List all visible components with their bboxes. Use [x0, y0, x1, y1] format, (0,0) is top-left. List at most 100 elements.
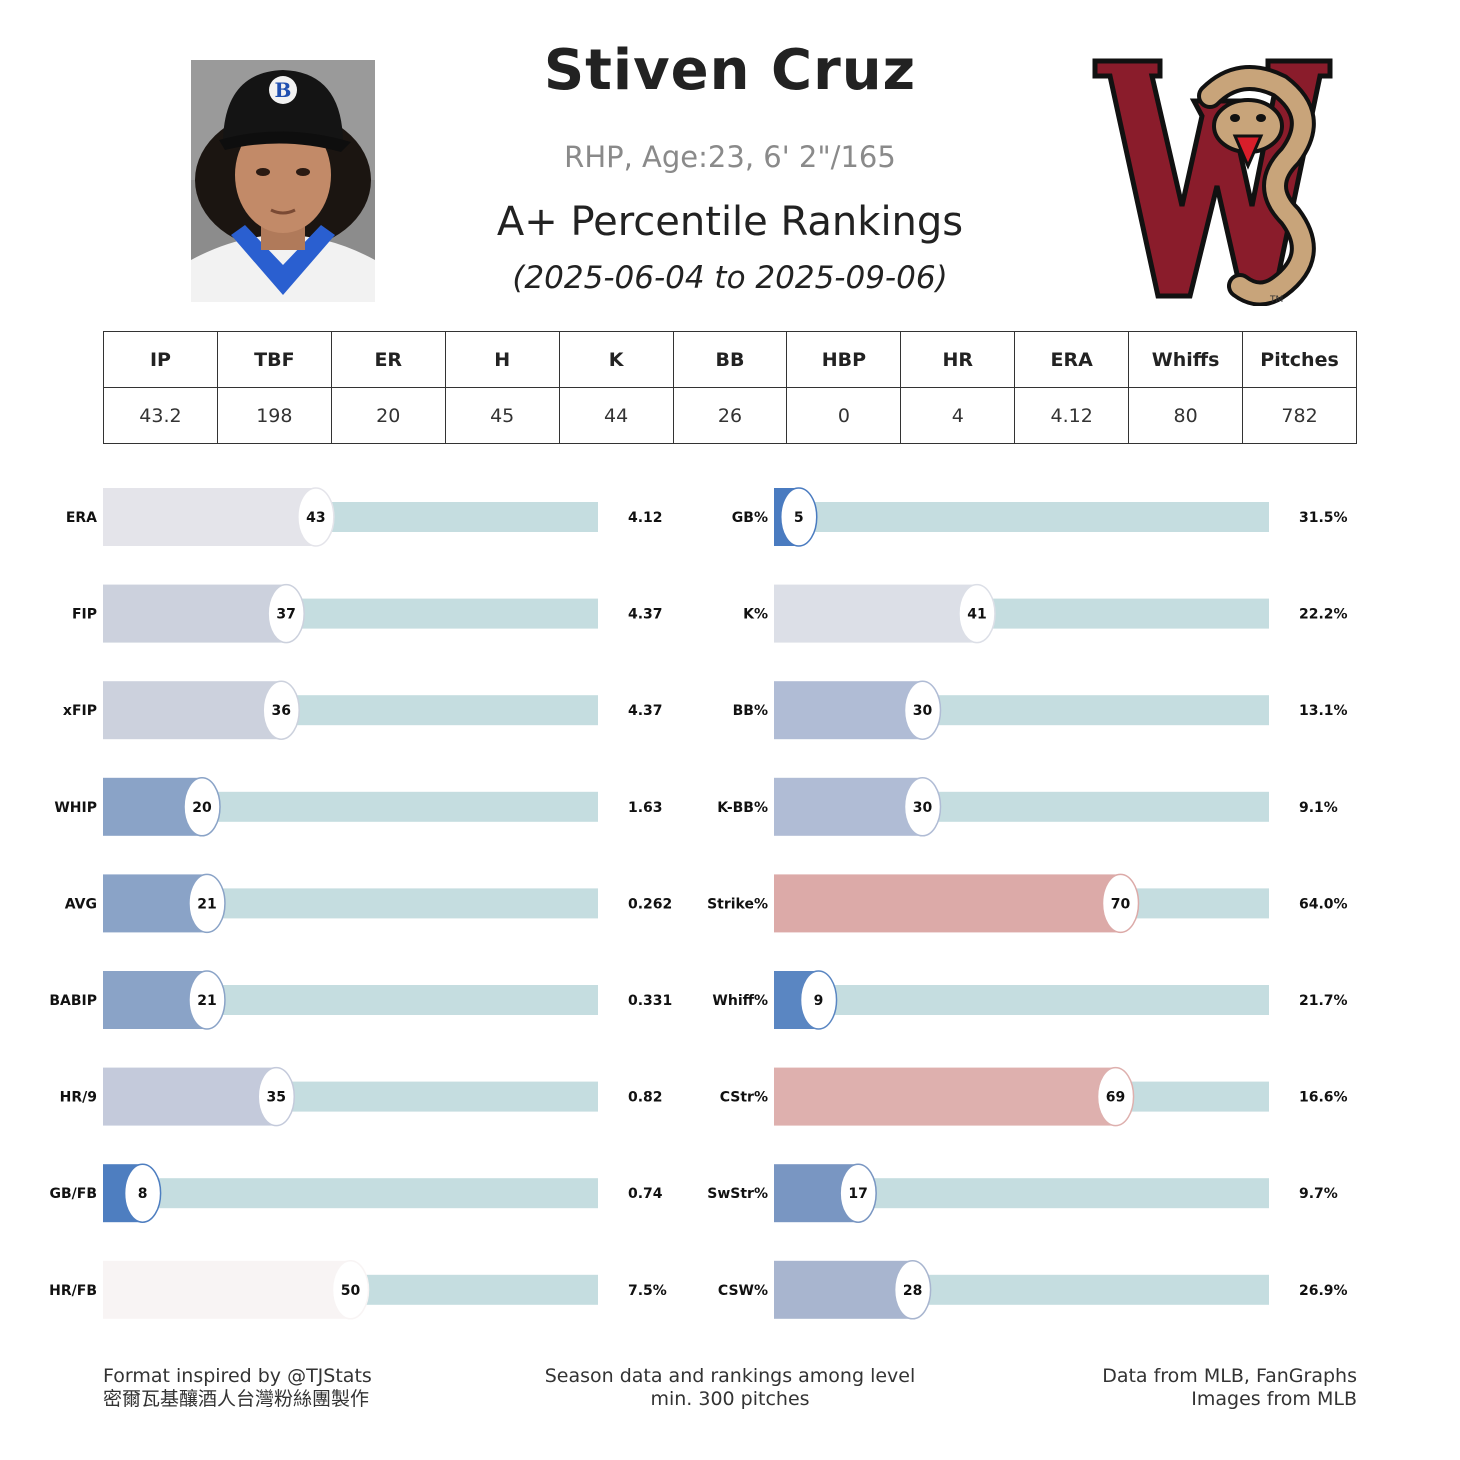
percentile-row: 41 K% 22.2%: [743, 583, 1348, 644]
footer-min-pitches: min. 300 pitches: [650, 1388, 810, 1410]
percentile-value-label: 28: [903, 1283, 922, 1299]
percentile-bar: [103, 584, 287, 643]
percentile-bubble: [331, 1260, 370, 1320]
percentile-bubble: [188, 970, 226, 1030]
stats-header-bb: BB: [672, 331, 788, 388]
percentile-bubble: [839, 1163, 877, 1223]
stat-category-label: HR/FB: [49, 1283, 97, 1299]
player-name: Stiven Cruz: [543, 38, 917, 103]
stats-value-hbp: 0: [786, 387, 902, 444]
bar-track: [774, 985, 1269, 1015]
percentile-row: 35 HR/9 0.82: [60, 1066, 663, 1127]
stats-header-ip: IP: [103, 331, 218, 388]
stat-value-label: 16.6%: [1299, 1090, 1348, 1106]
stats-value-bb: 26: [672, 387, 788, 444]
page-title: A+ Percentile Rankings: [496, 199, 964, 245]
stat-category-label: Strike%: [707, 896, 768, 912]
stats-header-hr: HR: [900, 331, 1016, 388]
stat-value-label: 21.7%: [1299, 993, 1348, 1009]
percentile-value-label: 69: [1106, 1090, 1125, 1106]
footer-fan-credit: 密爾瓦基釀酒人台灣粉絲團製作: [103, 1388, 370, 1410]
stats-value-k: 44: [558, 387, 674, 444]
cap-logo-letter: B: [275, 78, 292, 102]
percentile-bar: [774, 1260, 913, 1319]
stat-category-label: GB%: [732, 510, 768, 526]
stat-category-label: Whiff%: [712, 993, 768, 1009]
stat-category-label: CStr%: [720, 1090, 768, 1106]
stat-category-label: AVG: [65, 896, 97, 912]
percentile-bubble: [262, 680, 300, 740]
percentile-value-label: 70: [1111, 896, 1131, 912]
percentile-value-label: 36: [271, 703, 290, 719]
percentile-bubble: [1096, 1066, 1135, 1127]
stats-header-k: K: [558, 331, 674, 388]
percentile-bar: [774, 874, 1121, 933]
footer-sources-right: Data from MLB, FanGraphs Images from MLB: [1000, 1365, 1357, 1411]
stats-header-er: ER: [330, 331, 446, 388]
percentile-row: 21 AVG 0.262: [65, 873, 672, 934]
stats-value-pitches: 782: [1242, 387, 1357, 444]
percentile-bar-charts: 43 ERA 4.12 37 FIP 4.37 36 xFIP 4.37 20 WHIP 1.63 21…: [49, 487, 1348, 1320]
stats-value-era: 4.12: [1014, 387, 1130, 444]
stat-value-label: 4.37: [628, 703, 663, 719]
stat-value-label: 64.0%: [1299, 896, 1348, 912]
percentile-row: 36 xFIP 4.37: [63, 680, 663, 740]
stat-value-label: 9.7%: [1299, 1186, 1338, 1202]
stat-category-label: HR/9: [60, 1090, 97, 1106]
footer-data-source: Data from MLB, FanGraphs: [1102, 1365, 1357, 1387]
footer-note-center: Season data and rankings among level min…: [480, 1365, 980, 1411]
percentile-bubble: [780, 487, 818, 547]
percentile-value-label: 30: [913, 703, 933, 719]
stats-header-era: ERA: [1014, 331, 1130, 388]
percentile-value-label: 43: [306, 510, 325, 526]
stat-category-label: BB%: [733, 703, 768, 719]
percentile-row: 9 Whiff% 21.7%: [712, 970, 1348, 1030]
stat-category-label: WHIP: [54, 800, 97, 816]
stats-header-hbp: HBP: [786, 331, 902, 388]
stats-header-pitches: Pitches: [1242, 331, 1357, 388]
bar-track: [103, 1178, 598, 1209]
percentile-bubble: [183, 777, 221, 837]
percentile-bubble: [903, 777, 942, 837]
percentile-bubble: [1101, 873, 1140, 934]
stats-header-whiffs: Whiffs: [1128, 331, 1244, 388]
stats-value-whiffs: 80: [1128, 387, 1244, 444]
percentile-row: 69 CStr% 16.6%: [720, 1066, 1348, 1127]
date-range: (2025-06-04 to 2025-09-06): [512, 260, 948, 296]
stat-category-label: ERA: [66, 510, 97, 526]
percentile-bubble: [799, 970, 838, 1030]
percentile-row: 8 GB/FB 0.74: [49, 1163, 663, 1223]
stat-value-label: 1.63: [628, 800, 663, 816]
stat-category-label: K-BB%: [717, 800, 768, 816]
percentile-bubble: [903, 680, 942, 740]
percentile-row: 20 WHIP 1.63: [54, 777, 663, 837]
percentile-value-label: 41: [967, 607, 986, 623]
footer-format-credit: Format inspired by @TJStats: [103, 1365, 372, 1387]
footer-image-source: Images from MLB: [1191, 1388, 1357, 1410]
percentile-bubble: [958, 583, 996, 644]
percentile-bubble: [123, 1163, 162, 1223]
percentile-row: 5 GB% 31.5%: [732, 487, 1348, 547]
percentile-bar: [103, 1067, 277, 1126]
percentile-bar: [103, 681, 282, 740]
stat-value-label: 4.37: [628, 607, 663, 623]
percentile-bar: [774, 777, 923, 836]
stat-value-label: 7.5%: [628, 1283, 667, 1299]
stat-category-label: SwStr%: [707, 1186, 768, 1202]
team-logo-icon: TM: [1092, 58, 1333, 306]
percentile-row: 70 Strike% 64.0%: [707, 873, 1348, 934]
percentile-row: 28 CSW% 26.9%: [718, 1260, 1348, 1320]
percentile-row: 37 FIP 4.37: [72, 583, 663, 644]
player-headshot-icon: B: [191, 60, 375, 302]
stat-value-label: 26.9%: [1299, 1283, 1348, 1299]
percentile-row: 30 BB% 13.1%: [733, 680, 1348, 740]
footer-credits-left: Format inspired by @TJStats 密爾瓦基釀酒人台灣粉絲團…: [103, 1365, 372, 1411]
percentile-value-label: 5: [794, 510, 804, 526]
footer-season-note: Season data and rankings among level: [544, 1365, 916, 1387]
player-bio: RHP, Age:23, 6' 2"/165: [564, 140, 896, 174]
stat-value-label: 13.1%: [1299, 703, 1348, 719]
percentile-value-label: 35: [267, 1090, 286, 1106]
percentile-bubble: [297, 487, 335, 547]
stats-value-ip: 43.2: [103, 387, 218, 444]
percentile-row: 50 HR/FB 7.5%: [49, 1260, 667, 1320]
